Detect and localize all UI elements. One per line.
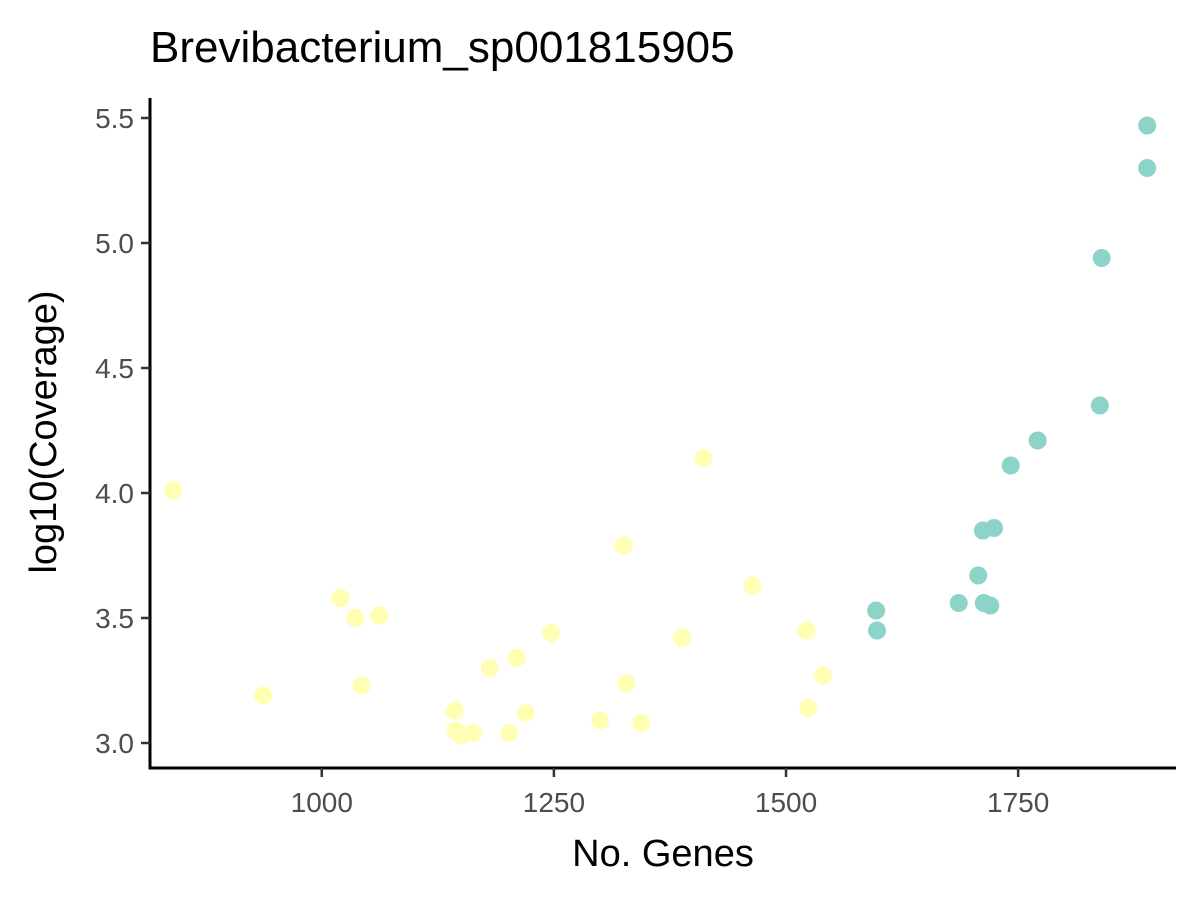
data-point: [517, 704, 536, 722]
data-point: [673, 629, 692, 647]
data-point: [445, 701, 464, 720]
data-point: [507, 649, 526, 667]
data-point: [591, 711, 610, 730]
x-tick-label: 1250: [523, 787, 585, 818]
data-point: [868, 621, 887, 640]
data-point: [814, 666, 833, 685]
data-point: [352, 676, 371, 695]
data-point: [867, 601, 886, 620]
data-point: [164, 481, 183, 500]
data-point: [985, 519, 1004, 537]
data-point: [1090, 396, 1109, 415]
y-axis-title: log10(Coverage): [23, 290, 65, 573]
x-tick-label: 1000: [291, 787, 353, 818]
data-point: [370, 606, 389, 625]
y-axis-ticks: 3.0 3.5 4.0 4.5 5.0 5.5: [95, 103, 150, 759]
data-point: [1028, 431, 1047, 450]
data-point: [480, 659, 499, 677]
data-point: [799, 699, 818, 717]
y-tick-label: 3.5: [95, 603, 134, 634]
data-point: [694, 449, 713, 467]
chart-title: Brevibacterium_sp001815905: [150, 23, 735, 72]
data-point: [949, 594, 968, 612]
data-point: [1138, 116, 1157, 135]
data-point: [632, 714, 651, 732]
y-tick-label: 4.0: [95, 478, 134, 509]
x-tick-label: 1750: [987, 787, 1049, 818]
y-tick-label: 5.0: [95, 228, 134, 259]
data-point: [743, 576, 762, 595]
data-point: [969, 566, 988, 585]
x-tick-label: 1500: [755, 787, 817, 818]
data-point: [254, 686, 273, 705]
data-point: [1001, 456, 1020, 475]
y-tick-label: 5.5: [95, 103, 134, 134]
data-point: [797, 621, 816, 640]
data-point: [981, 596, 1000, 615]
data-point: [614, 536, 633, 555]
x-axis-ticks: 1000 1250 1500 1750: [291, 768, 1049, 818]
data-point: [1138, 159, 1157, 177]
x-axis-title: No. Genes: [572, 833, 754, 875]
data-point: [331, 589, 350, 607]
points-layer: [164, 116, 1157, 745]
data-point: [464, 724, 483, 742]
y-tick-label: 3.0: [95, 728, 134, 759]
data-point: [346, 609, 365, 627]
data-point: [1092, 249, 1111, 267]
data-point: [542, 624, 561, 642]
y-tick-label: 4.5: [95, 353, 134, 384]
data-point: [500, 724, 519, 742]
data-point: [617, 674, 636, 692]
